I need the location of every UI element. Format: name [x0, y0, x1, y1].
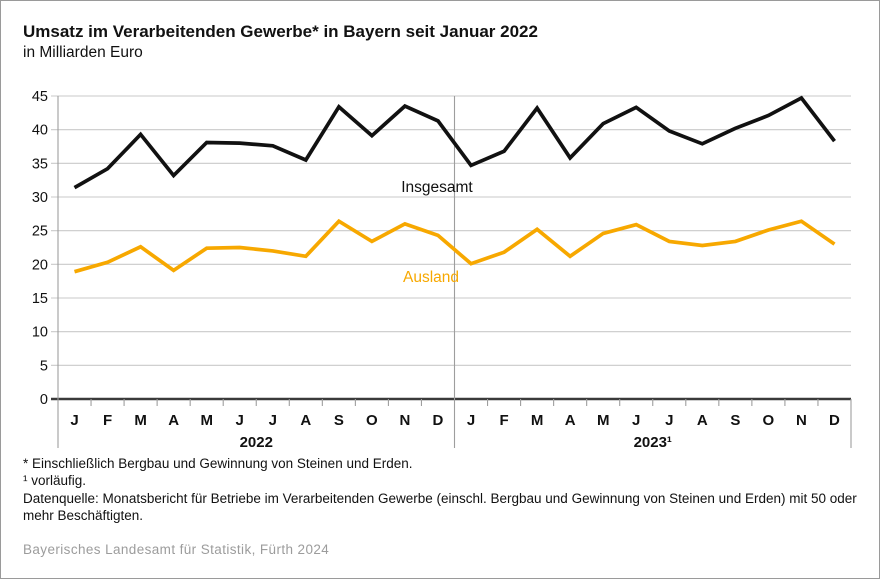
month-label: J — [70, 412, 78, 429]
month-label: S — [730, 412, 740, 429]
month-label: M — [134, 412, 147, 429]
month-label: A — [697, 412, 708, 429]
series-line-ausland — [73, 218, 836, 274]
page-subtitle: in Milliarden Euro — [23, 44, 143, 61]
y-tick-label: 15 — [32, 291, 48, 307]
y-tick-label: 5 — [40, 358, 48, 374]
month-label: J — [665, 412, 673, 429]
month-label: F — [499, 412, 508, 429]
y-tick-label: 35 — [32, 156, 48, 172]
footnote-preliminary: ¹ vorläufig. — [23, 473, 87, 489]
month-label: J — [632, 412, 640, 429]
month-label: F — [103, 412, 112, 429]
year-label: 2023¹ — [634, 434, 672, 451]
y-tick-label: 25 — [32, 224, 48, 240]
month-label: J — [467, 412, 475, 429]
chart-area: 0 5 10 15 20 25 30 35 40 45 J F M A M J J A S O N D J F M A M J J A S O… — [1, 86, 879, 456]
y-tick-label: 45 — [32, 89, 48, 105]
series-line-insgesamt — [73, 95, 836, 190]
month-label: O — [763, 412, 775, 429]
title-block: Umsatz im Verarbeitenden Gewerbe* in Bay… — [23, 21, 859, 63]
chart-canvas: 0 5 10 15 20 25 30 35 40 45 J F M A M J J A S O N D J F M A M J J A S O… — [32, 89, 852, 451]
month-label: N — [400, 412, 411, 429]
month-label: M — [200, 412, 213, 429]
y-tick-label: 40 — [32, 123, 48, 139]
y-tick-label: 10 — [32, 325, 48, 341]
month-label: J — [236, 412, 244, 429]
month-label: D — [433, 412, 444, 429]
series-label-insgesamt: Insgesamt — [401, 179, 473, 196]
y-tick-label: 20 — [32, 257, 48, 273]
month-label: M — [597, 412, 610, 429]
month-label: S — [334, 412, 344, 429]
source-text: Bayerisches Landesamt für Statistik, Für… — [23, 542, 330, 557]
year-label: 2022 — [240, 434, 273, 451]
footnotes: * Einschließlich Bergbau und Gewinnung v… — [23, 455, 859, 524]
month-label: D — [829, 412, 840, 429]
y-tick-label: 0 — [40, 392, 48, 408]
month-label: M — [531, 412, 544, 429]
footnote-asterisk: * Einschließlich Bergbau und Gewinnung v… — [23, 456, 413, 471]
page-title: Umsatz im Verarbeitenden Gewerbe* in Bay… — [23, 22, 538, 41]
y-tick-label: 30 — [32, 190, 48, 206]
series-label-ausland: Ausland — [403, 269, 459, 286]
month-label: A — [168, 412, 179, 429]
month-label: A — [565, 412, 576, 429]
month-label: N — [796, 412, 807, 429]
footnote-datasource: Datenquelle: Monatsbericht für Betriebe … — [23, 490, 857, 523]
month-label: A — [300, 412, 311, 429]
month-label: O — [366, 412, 378, 429]
month-label: J — [269, 412, 277, 429]
